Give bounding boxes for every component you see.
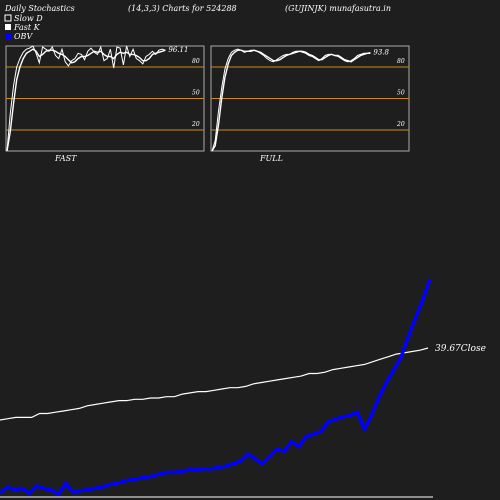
legend-swatch-slow-d (4, 14, 12, 22)
obv-line (0, 278, 432, 497)
full-stochastic-panel: 80 50 20 93.8 (210, 45, 410, 152)
legend-label-slow-d: Slow D (14, 14, 43, 23)
fast-stochastic-panel: 80 50 20 96.11 (5, 45, 205, 152)
legend-label-fast-k: Fast K (13, 23, 41, 32)
last-value-label: 96.11 (168, 46, 188, 54)
last-value-label: 93.8 (373, 48, 389, 56)
level-tick-label: 50 (397, 90, 405, 97)
level-tick-label: 20 (396, 121, 405, 128)
legend-swatch-obv (5, 33, 11, 39)
chart-title: Daily Stochastics (4, 4, 75, 13)
legend-swatch-fast-k (5, 24, 11, 30)
price-obv-area (0, 278, 432, 497)
chart-params: (14,3,3) Charts for 524288 (128, 4, 237, 13)
level-tick-label: 50 (192, 90, 200, 97)
level-tick-label: 80 (192, 58, 200, 65)
level-tick-label: 20 (191, 121, 200, 128)
slow-d-line (6, 48, 166, 152)
close-value-label: 39.67Close (435, 344, 486, 354)
slow-d-line (211, 49, 371, 152)
close-price-line (0, 347, 429, 421)
legend-label-obv: OBV (14, 32, 33, 41)
full-panel-label: FULL (259, 154, 283, 163)
fast-panel-label: FAST (54, 154, 77, 163)
legend: Slow D Fast K OBV (4, 14, 43, 41)
level-tick-label: 80 (397, 58, 405, 65)
chart-site: (GUJINJK) munafasutra.in (285, 4, 391, 13)
